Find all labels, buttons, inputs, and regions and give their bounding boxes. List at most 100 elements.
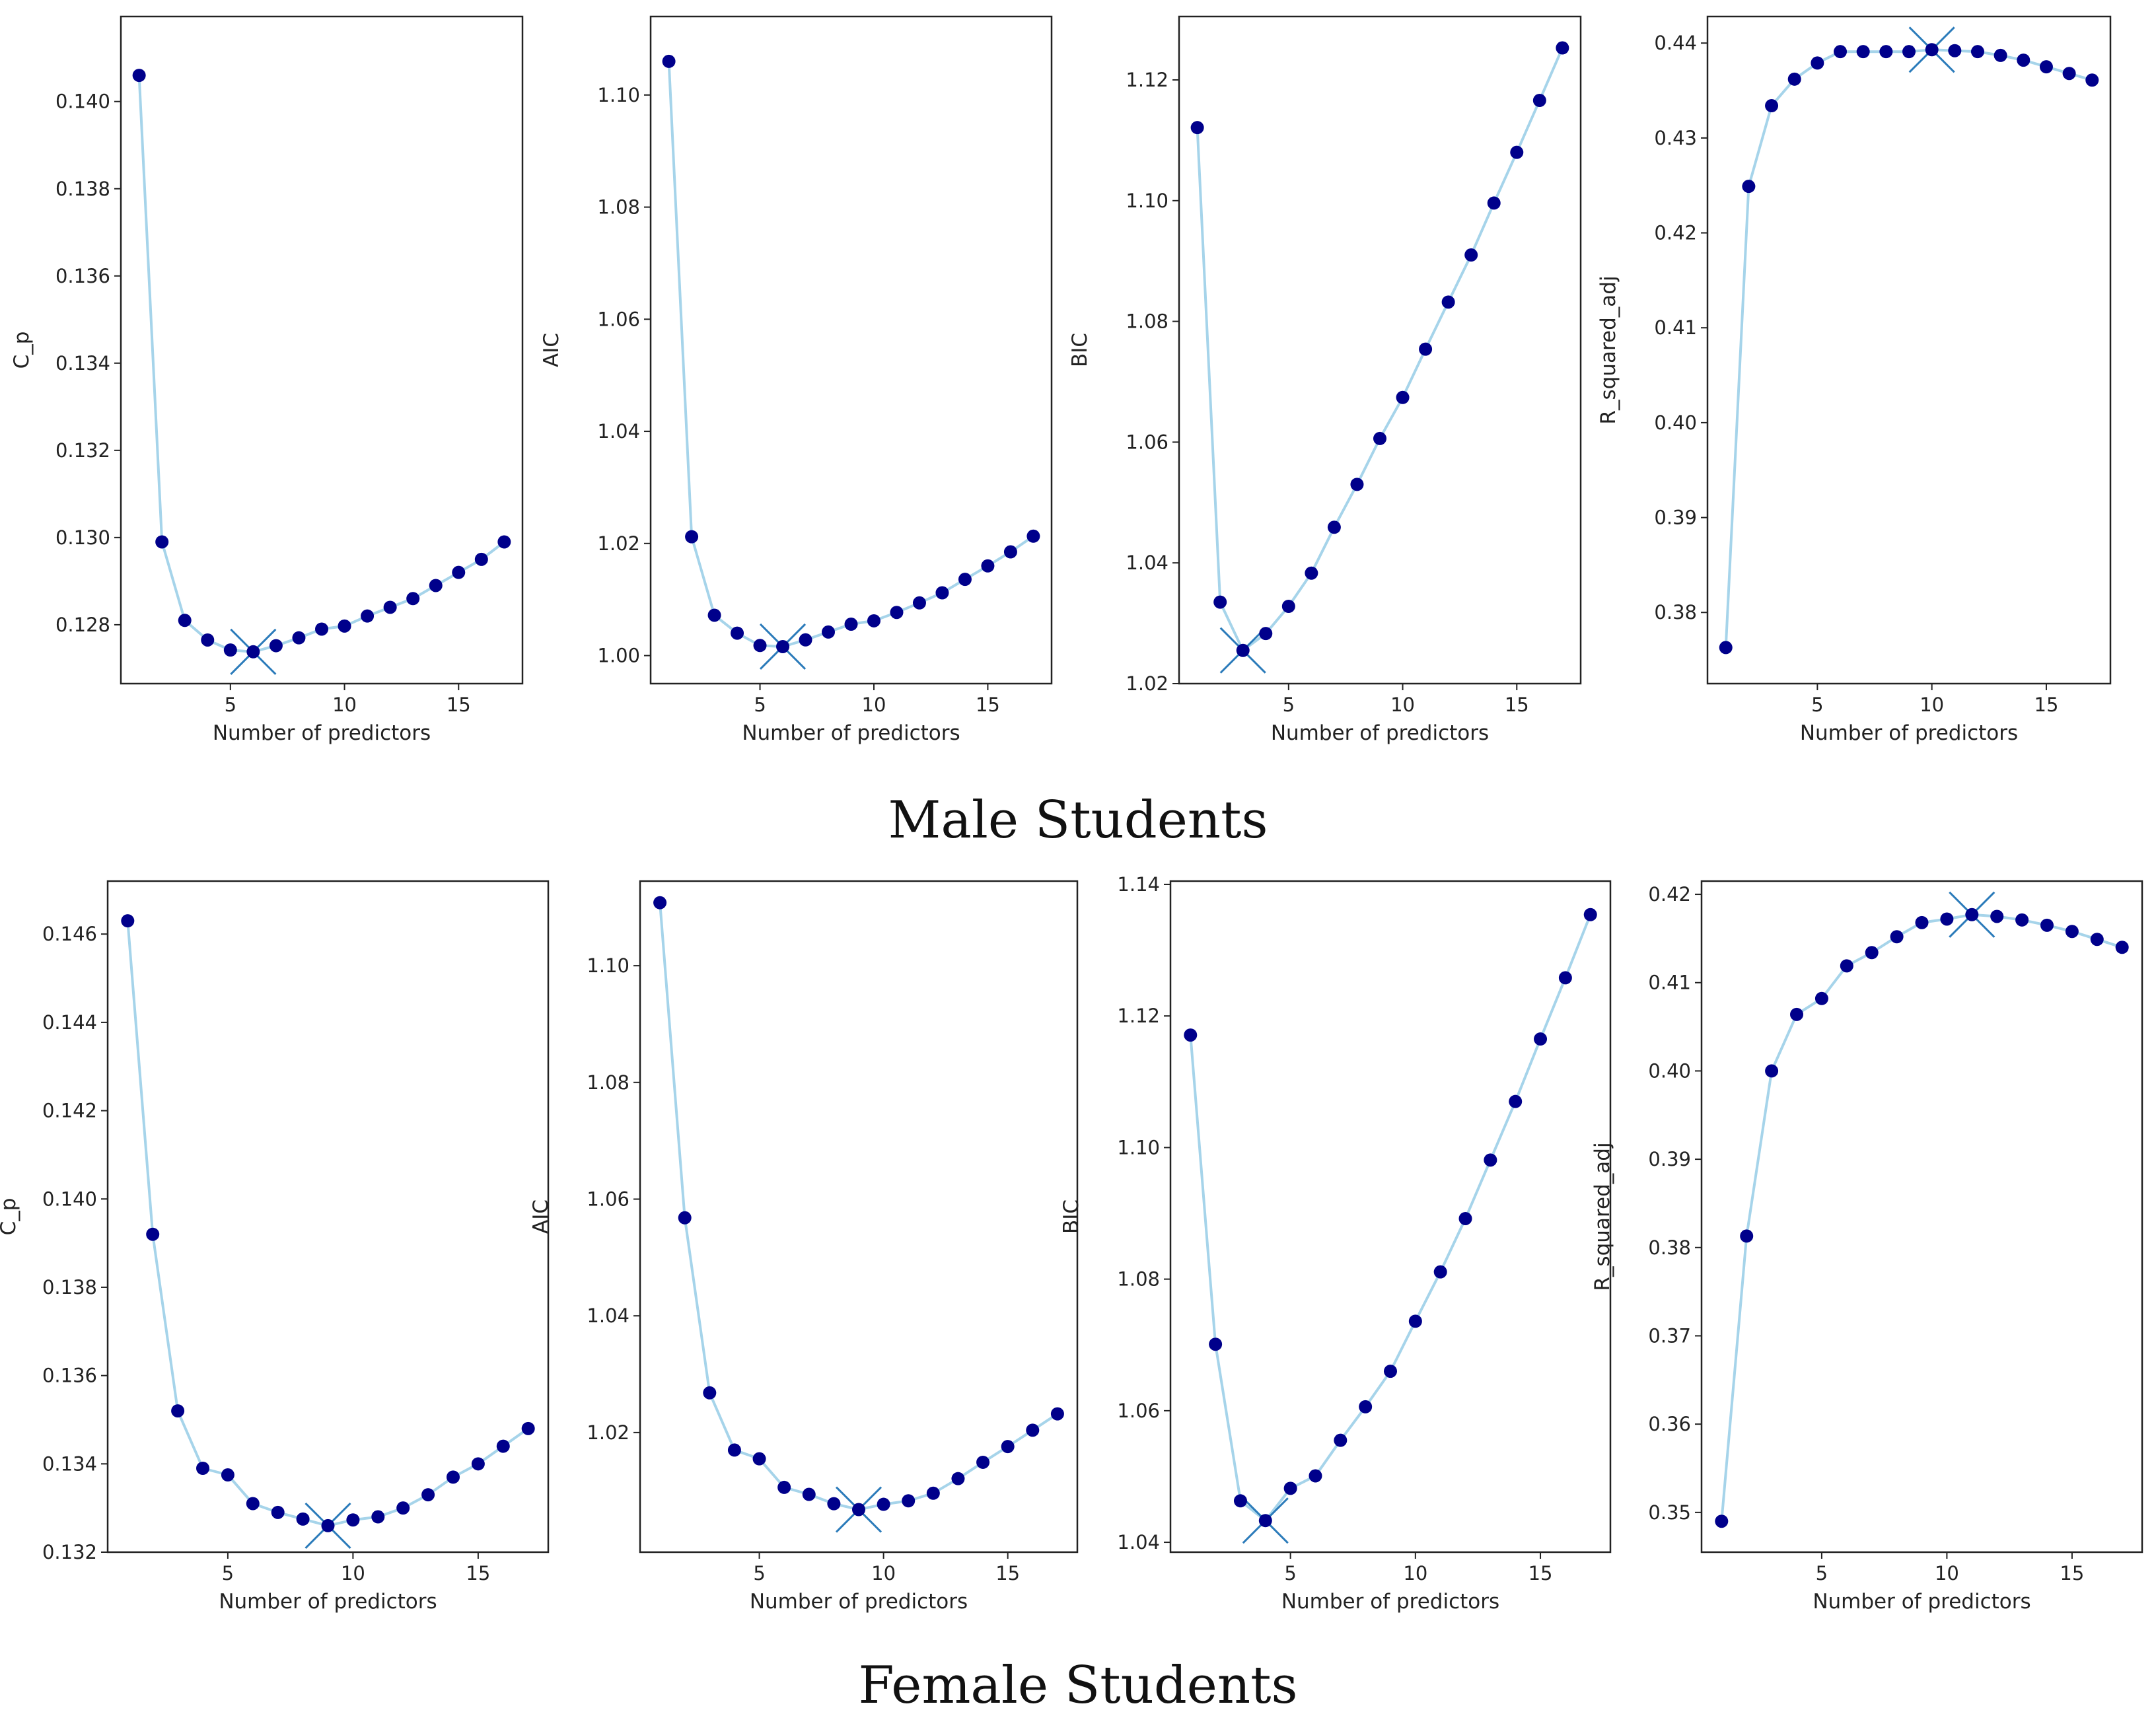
data-point (1840, 959, 1853, 973)
data-point (1213, 595, 1227, 609)
y-axis-label: AIC (540, 333, 563, 367)
y-tick-label: 0.36 (1648, 1413, 1691, 1435)
data-point (1865, 946, 1879, 960)
x-tick-label: 5 (1816, 1562, 1828, 1585)
data-point (383, 600, 397, 614)
male-bic-plot: 5 10 15 1.02 1.04 1.06 1.08 1.10 1.12 Number of p… (1068, 15, 1582, 745)
data-point (1811, 56, 1824, 70)
y-tick-label: 0.132 (42, 1541, 97, 1563)
data-point (171, 1404, 185, 1418)
data-point (474, 552, 488, 566)
data-point (296, 1512, 310, 1526)
x-axis-label: Number of predictors (1281, 1590, 1499, 1614)
x-tick-label: 15 (1505, 694, 1529, 716)
data-point (981, 559, 995, 573)
data-point (1209, 1338, 1223, 1351)
data-point (1715, 1515, 1729, 1528)
data-point (1915, 915, 1929, 929)
data-point (1532, 94, 1546, 108)
data-point (827, 1497, 841, 1511)
data-point (1834, 45, 1848, 59)
y-tick-label: 1.08 (1117, 1268, 1160, 1291)
data-point (1050, 1407, 1064, 1421)
data-point (121, 914, 135, 928)
data-point (2015, 913, 2029, 927)
data-point (1258, 1514, 1272, 1528)
data-point (799, 633, 812, 647)
x-tick-label: 15 (995, 1562, 1020, 1585)
data-point (292, 631, 306, 645)
data-point (471, 1457, 485, 1471)
data-point (201, 633, 215, 647)
y-tick-label: 1.14 (1117, 873, 1160, 896)
y-tick-label: 0.37 (1648, 1324, 1691, 1347)
data-point (223, 643, 237, 657)
data-point (1487, 196, 1501, 210)
plot-frame (106, 880, 550, 1553)
data-point (1281, 600, 1295, 614)
data-point (1190, 121, 1204, 135)
data-point (1965, 908, 1979, 921)
data-point (361, 609, 375, 623)
data-point (1556, 41, 1569, 55)
data-point (429, 579, 443, 592)
y-tick-label: 0.138 (42, 1276, 97, 1299)
y-tick-label: 0.39 (1648, 1148, 1691, 1170)
data-point (1925, 43, 1939, 57)
y-tick-label: 1.04 (1117, 1531, 1160, 1553)
data-point (1433, 1265, 1447, 1279)
data-point (2017, 54, 2030, 67)
data-point (1509, 1094, 1523, 1108)
y-tick-label: 1.12 (1126, 69, 1168, 91)
y-tick-label: 0.128 (55, 614, 110, 636)
data-point (1419, 342, 1433, 356)
data-point (822, 625, 836, 639)
y-tick-label: 0.40 (1648, 1059, 1691, 1082)
data-point (1815, 991, 1828, 1005)
data-point (1026, 1423, 1040, 1437)
data-point (1787, 72, 1801, 86)
y-axis-label: C_p (10, 332, 34, 369)
y-axis-label: R_squared_adj (1597, 275, 1620, 424)
y-tick-label: 0.40 (1654, 411, 1697, 434)
data-point (269, 639, 283, 653)
x-axis-label: Number of predictors (1813, 1590, 2030, 1614)
data-point (1026, 529, 1040, 543)
data-point (1765, 1064, 1779, 1078)
data-point (707, 608, 721, 622)
plot-frame (120, 15, 524, 685)
y-tick-label: 0.136 (55, 265, 110, 287)
x-tick-label: 10 (862, 694, 886, 716)
data-point (1373, 431, 1386, 445)
data-point (844, 618, 858, 631)
data-point (1558, 971, 1572, 985)
data-point (653, 896, 667, 910)
y-axis-label: AIC (529, 1199, 553, 1234)
data-point (1327, 520, 1341, 534)
data-point (1970, 45, 1984, 59)
data-point (877, 1497, 890, 1511)
y-tick-label: 1.06 (587, 1188, 629, 1210)
y-axis-label: C_p (0, 1198, 20, 1236)
y-tick-label: 0.134 (55, 352, 110, 374)
x-tick-label: 15 (1528, 1562, 1553, 1585)
data-point (396, 1501, 410, 1515)
data-point (802, 1487, 816, 1501)
x-tick-label: 10 (1920, 694, 1944, 716)
y-tick-label: 0.144 (42, 1011, 97, 1034)
data-point (1408, 1314, 1422, 1328)
data-point (146, 1227, 160, 1241)
x-axis-label: Number of predictors (219, 1590, 437, 1614)
x-tick-label: 10 (1935, 1562, 1959, 1585)
plot-frame (1169, 880, 1612, 1553)
x-tick-label: 10 (871, 1562, 896, 1585)
data-point (1464, 248, 1478, 262)
data-point (371, 1510, 385, 1524)
data-point (1259, 627, 1273, 641)
data-point (496, 1439, 510, 1453)
data-point (132, 69, 146, 83)
data-point (196, 1462, 210, 1475)
data-point (1350, 478, 1364, 491)
data-point (1534, 1032, 1548, 1046)
